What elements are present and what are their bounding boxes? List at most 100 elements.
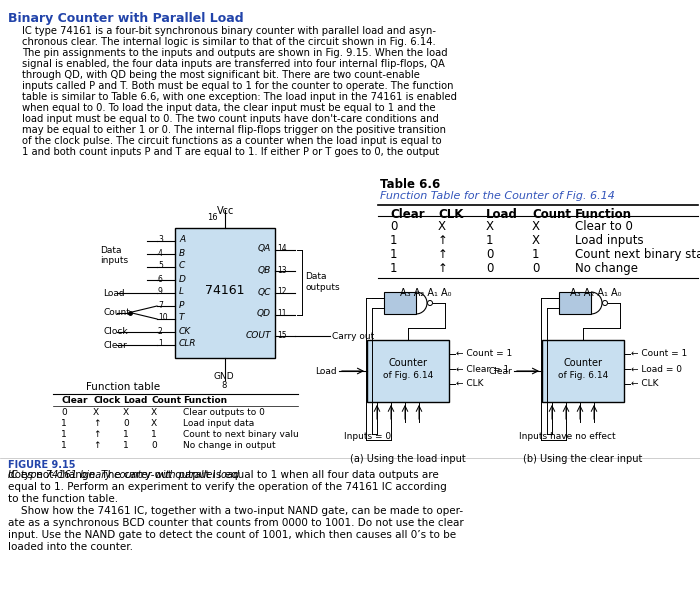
Text: 1: 1 — [61, 419, 66, 428]
Text: ← CLK: ← CLK — [456, 379, 484, 388]
Text: A₃ A₂ A₁ A₀: A₃ A₂ A₁ A₀ — [570, 288, 622, 298]
Text: 16: 16 — [207, 213, 218, 222]
Text: QD: QD — [257, 309, 271, 318]
Text: Clear: Clear — [390, 208, 425, 221]
Text: ← Clear = 1: ← Clear = 1 — [456, 364, 509, 373]
Text: Load inputs: Load inputs — [575, 234, 643, 247]
Text: 0: 0 — [532, 262, 540, 275]
Text: Load: Load — [103, 288, 125, 297]
Text: No change: No change — [575, 262, 638, 275]
Text: B: B — [179, 249, 185, 258]
Text: C: C — [179, 261, 186, 270]
Text: does not change. The carry-out output is equal to 1 when all four data outputs a: does not change. The carry-out output is… — [8, 470, 439, 480]
Text: Clear: Clear — [61, 396, 88, 405]
Text: GND: GND — [213, 372, 234, 381]
Text: A: A — [179, 235, 185, 244]
Text: of Fig. 6.14: of Fig. 6.14 — [383, 371, 433, 380]
Text: through QD, with QD being the most significant bit. There are two count-enable: through QD, with QD being the most signi… — [22, 70, 420, 80]
Text: 1: 1 — [61, 441, 66, 450]
Text: load input must be equal to 0. The two count inputs have don't-care conditions a: load input must be equal to 0. The two c… — [22, 114, 439, 124]
Text: P: P — [179, 300, 184, 309]
Text: 12: 12 — [277, 288, 286, 297]
Bar — [175, 228, 275, 358]
Text: Vᴄᴄ: Vᴄᴄ — [217, 206, 234, 216]
Text: The pin assignments to the inputs and outputs are shown in Fig. 9.15. When the l: The pin assignments to the inputs and ou… — [22, 48, 447, 58]
Text: signal is enabled, the four data inputs are transferred into four internal flip-: signal is enabled, the four data inputs … — [22, 59, 445, 69]
Text: CLK: CLK — [438, 208, 463, 221]
Text: of the clock pulse. The circuit functions as a counter when the load input is eq: of the clock pulse. The circuit function… — [22, 136, 442, 146]
Text: ↑: ↑ — [93, 441, 101, 450]
Text: D: D — [179, 275, 186, 284]
Text: chronous clear. The internal logic is similar to that of the circuit shown in Fi: chronous clear. The internal logic is si… — [22, 37, 435, 47]
Text: 1: 1 — [486, 234, 493, 247]
Text: IC type 74161 is a four-bit synchronous binary counter with parallel load and as: IC type 74161 is a four-bit synchronous … — [22, 26, 436, 36]
Text: 1: 1 — [123, 441, 129, 450]
Text: X: X — [486, 220, 494, 233]
Text: Count next binary state: Count next binary state — [575, 248, 700, 261]
Text: inputs called P and T. Both must be equal to 1 for the counter to operate. The f: inputs called P and T. Both must be equa… — [22, 81, 454, 91]
Text: Counter: Counter — [389, 358, 428, 368]
Text: No change in output: No change in output — [183, 441, 276, 450]
Text: X: X — [532, 220, 540, 233]
Text: Function: Function — [575, 208, 632, 221]
Circle shape — [428, 300, 433, 305]
Text: 1: 1 — [151, 430, 157, 439]
Text: 4: 4 — [158, 249, 163, 258]
Text: COUT: COUT — [246, 331, 271, 340]
Text: Load: Load — [123, 396, 148, 405]
Text: IC type 74161 binary counter with parallel load: IC type 74161 binary counter with parall… — [8, 470, 239, 480]
Text: when equal to 0. To load the input data, the clear input must be equal to 1 and : when equal to 0. To load the input data,… — [22, 103, 435, 113]
Text: Count: Count — [532, 208, 571, 221]
Bar — [542, 340, 624, 402]
Text: Show how the 74161 IC, together with a two-input NAND gate, can be made to oper-: Show how the 74161 IC, together with a t… — [8, 506, 463, 516]
Text: ↑: ↑ — [438, 248, 448, 261]
Text: 13: 13 — [277, 266, 286, 275]
Text: 1 and both count inputs P and T are equal to 1. If either P or T goes to 0, the : 1 and both count inputs P and T are equa… — [22, 147, 439, 157]
Text: Clock: Clock — [93, 396, 120, 405]
Text: 74161: 74161 — [205, 284, 245, 297]
Circle shape — [603, 300, 608, 305]
Text: 6: 6 — [158, 275, 163, 284]
Text: Function: Function — [183, 396, 227, 405]
Text: 0: 0 — [61, 408, 66, 417]
Text: Function Table for the Counter of Fig. 6.14: Function Table for the Counter of Fig. 6… — [380, 191, 615, 201]
Text: Inputs = 0: Inputs = 0 — [344, 432, 391, 441]
Text: 0: 0 — [486, 262, 493, 275]
Text: (a) Using the load input: (a) Using the load input — [350, 454, 466, 464]
Bar — [367, 340, 449, 402]
Text: ↑: ↑ — [93, 430, 101, 439]
Text: Clear: Clear — [103, 341, 127, 350]
Text: L: L — [179, 288, 184, 297]
Text: X: X — [93, 408, 99, 417]
Text: input. Use the NAND gate to detect the count of 1001, which then causes all 0’s : input. Use the NAND gate to detect the c… — [8, 530, 456, 540]
Text: QB: QB — [258, 266, 271, 275]
Text: 1: 1 — [158, 340, 162, 349]
Text: Clock: Clock — [103, 327, 127, 337]
Text: loaded into the counter.: loaded into the counter. — [8, 542, 133, 552]
Text: Load: Load — [316, 367, 337, 376]
Text: ← Load = 0: ← Load = 0 — [631, 364, 682, 373]
Text: Load input data: Load input data — [183, 419, 254, 428]
Text: T: T — [179, 314, 185, 323]
Bar — [384, 292, 416, 314]
Text: Count to next binary valu: Count to next binary valu — [183, 430, 299, 439]
Text: X: X — [532, 234, 540, 247]
Text: Data
outputs: Data outputs — [305, 273, 340, 292]
Text: Inputs have no effect: Inputs have no effect — [519, 432, 615, 441]
Bar — [559, 292, 591, 314]
Text: 3: 3 — [158, 235, 163, 244]
Text: Table 6.6: Table 6.6 — [380, 178, 440, 191]
Text: 0: 0 — [486, 248, 493, 261]
Text: may be equal to either 1 or 0. The internal flip-flops trigger on the positive t: may be equal to either 1 or 0. The inter… — [22, 125, 446, 135]
Text: Counter: Counter — [564, 358, 603, 368]
Text: Binary Counter with Parallel Load: Binary Counter with Parallel Load — [8, 12, 244, 25]
Text: 1: 1 — [390, 248, 398, 261]
Text: 7: 7 — [158, 300, 163, 309]
Text: ate as a synchronous BCD counter that counts from 0000 to 1001. Do not use the c: ate as a synchronous BCD counter that co… — [8, 518, 463, 528]
Text: X: X — [151, 408, 157, 417]
Text: 8: 8 — [221, 381, 226, 390]
Text: Function table: Function table — [86, 382, 160, 392]
Text: X: X — [151, 419, 157, 428]
Text: Clear: Clear — [489, 367, 512, 376]
Text: CK: CK — [179, 326, 191, 335]
